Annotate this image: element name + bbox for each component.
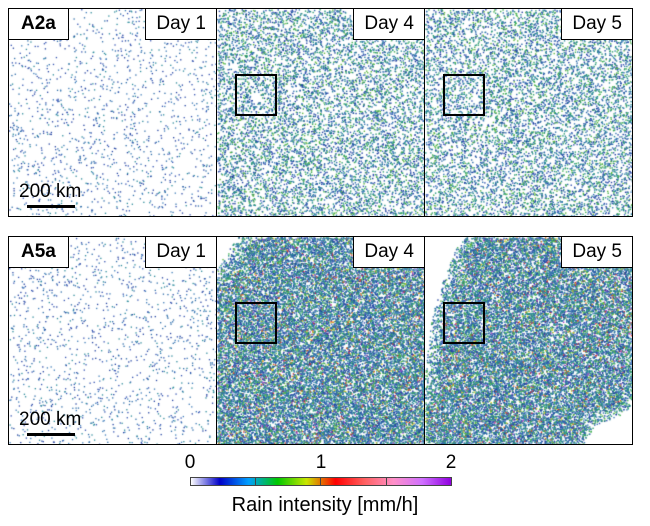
panel-row2-day1: A5a Day 1 200 km — [8, 236, 217, 445]
inset-region-box — [443, 74, 485, 116]
inset-region-box — [235, 74, 277, 116]
day-label: Day 4 — [353, 237, 424, 268]
day-label: Day 4 — [353, 9, 424, 40]
colorbar-tick-label: 1 — [315, 452, 327, 473]
experiment-label: A5a — [9, 237, 69, 268]
day-label: Day 1 — [145, 9, 216, 40]
scale-bar-label: 200 km — [19, 409, 82, 430]
colorbar-tick-label: 2 — [445, 452, 457, 473]
panel-row1-day4: Day 4 — [216, 8, 425, 217]
day-label: Day 5 — [561, 237, 632, 268]
panel-row2-day4: Day 4 — [216, 236, 425, 445]
colorbar-tick-mark — [320, 477, 321, 486]
rain-field-image — [9, 237, 216, 444]
inset-region-box — [235, 302, 277, 344]
scale-bar — [27, 205, 75, 208]
colorbar-title: Rain intensity [mm/h] — [231, 494, 419, 516]
colorbar-tick-mark — [255, 477, 256, 486]
colorbar-tick-mark — [386, 477, 387, 486]
scale-bar-label: 200 km — [19, 181, 82, 202]
scale-bar — [27, 433, 75, 436]
panel-row1-day1: A2a Day 1 200 km — [8, 8, 217, 217]
rain-field-image — [425, 237, 632, 444]
panel-row1-day5: Day 5 — [424, 8, 633, 217]
rain-field-image — [9, 9, 216, 216]
rain-field-image — [217, 237, 424, 444]
colorbar — [190, 477, 452, 486]
inset-region-box — [443, 302, 485, 344]
day-label: Day 1 — [145, 237, 216, 268]
rain-field-image — [217, 9, 424, 216]
panel-row2-day5: Day 5 — [424, 236, 633, 445]
colorbar-tick-label: 0 — [184, 452, 196, 473]
experiment-label: A2a — [9, 9, 69, 40]
rain-field-image — [425, 9, 632, 216]
day-label: Day 5 — [561, 9, 632, 40]
